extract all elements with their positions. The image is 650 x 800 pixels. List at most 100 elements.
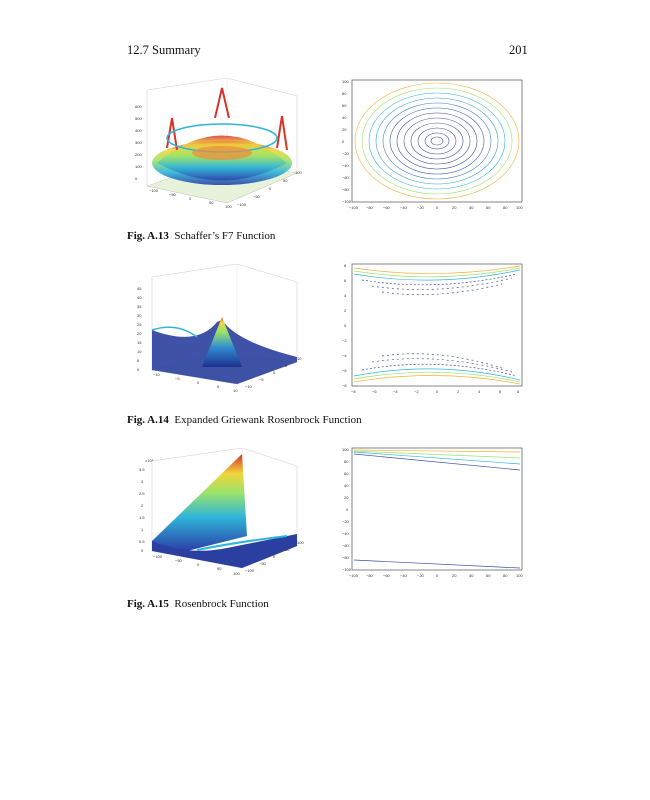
running-header-section: 12.7 Summary	[127, 43, 201, 57]
svg-text:−80: −80	[342, 187, 350, 192]
svg-text:15: 15	[137, 340, 142, 345]
svg-text:−40: −40	[342, 531, 350, 536]
svg-text:−100: −100	[349, 573, 359, 578]
svg-text:80: 80	[342, 91, 347, 96]
svg-text:−100: −100	[342, 199, 352, 204]
svg-text:0: 0	[344, 323, 347, 328]
figure-a15-caption: Fig. A.15 Rosenbrock Function	[127, 598, 269, 610]
svg-text:−100: −100	[245, 568, 255, 573]
figure-a13: 600 500 400 300 200 100 0 −100 −50 0 50 …	[127, 78, 523, 213]
svg-text:−100: −100	[149, 188, 159, 193]
svg-text:−50: −50	[175, 558, 183, 563]
svg-text:3: 3	[141, 479, 144, 484]
svg-text:50: 50	[285, 547, 290, 552]
contour-x-ticks: −8 −6 −4 −2 0 2 4 6 8	[351, 389, 520, 394]
svg-text:50: 50	[209, 200, 214, 205]
schaffer-contour-plot: 100 80 60 40 20 0 −20 −40 −60 −80 −100 −…	[342, 78, 527, 213]
surface-exponent-label: ×10⁹	[145, 458, 154, 463]
svg-text:0: 0	[141, 548, 144, 553]
svg-text:35: 35	[137, 304, 142, 309]
svg-text:2: 2	[457, 389, 460, 394]
svg-text:500: 500	[135, 116, 142, 121]
svg-text:5: 5	[217, 384, 220, 389]
svg-text:0: 0	[436, 389, 439, 394]
figure-a14-caption: Fig. A.14 Expanded Griewank Rosenbrock F…	[127, 414, 362, 426]
figure-a14: 45 40 35 30 25 20 15 10 5 0 −10 −5 0 5 1…	[127, 262, 523, 397]
svg-text:40: 40	[469, 205, 474, 210]
svg-text:2.5: 2.5	[139, 491, 145, 496]
svg-text:−20: −20	[342, 519, 350, 524]
contour-y-ticks: 8 6 4 2 0 −2 −4 −6 −8	[342, 263, 347, 388]
svg-text:−20: −20	[417, 205, 425, 210]
svg-text:10: 10	[297, 356, 302, 361]
svg-text:−60: −60	[342, 175, 350, 180]
svg-text:−80: −80	[342, 555, 350, 560]
svg-text:60: 60	[486, 205, 491, 210]
surface-x-ticks: −10 −5 0 5 10	[153, 372, 238, 393]
svg-text:6: 6	[344, 278, 347, 283]
svg-text:6: 6	[499, 389, 502, 394]
svg-text:0: 0	[273, 370, 276, 375]
page-number: 201	[509, 43, 528, 57]
svg-text:40: 40	[469, 573, 474, 578]
svg-text:8: 8	[344, 263, 347, 268]
svg-text:20: 20	[344, 495, 349, 500]
svg-text:200: 200	[135, 152, 142, 157]
svg-text:20: 20	[342, 127, 347, 132]
svg-text:0: 0	[346, 507, 349, 512]
svg-text:2: 2	[344, 308, 347, 313]
svg-text:80: 80	[503, 205, 508, 210]
svg-text:100: 100	[342, 79, 349, 84]
griewank-rosenbrock-contour-plot: 8 6 4 2 0 −2 −4 −6 −8 −8 −6 −4 −2 0 2 4 …	[342, 262, 527, 397]
svg-text:2: 2	[141, 503, 144, 508]
svg-text:0: 0	[342, 139, 345, 144]
svg-text:100: 100	[516, 205, 523, 210]
svg-text:600: 600	[135, 104, 142, 109]
svg-text:−8: −8	[342, 383, 347, 388]
svg-text:1: 1	[141, 527, 144, 532]
svg-text:−40: −40	[342, 163, 350, 168]
svg-text:20: 20	[452, 573, 457, 578]
svg-text:5: 5	[285, 363, 288, 368]
svg-text:−60: −60	[383, 205, 391, 210]
svg-text:1.5: 1.5	[139, 515, 145, 520]
surface-z-ticks: 45 40 35 30 25 20 15 10 5 0	[137, 286, 142, 372]
svg-text:−8: −8	[351, 389, 356, 394]
svg-text:4: 4	[478, 389, 481, 394]
svg-text:40: 40	[137, 295, 142, 300]
figure-a15: ×10⁹ 3.5 3 2.5 2 1.5 1 0.5 0 −100 −50 0 …	[127, 446, 523, 581]
svg-text:20: 20	[137, 331, 142, 336]
rosenbrock-surface-plot: ×10⁹ 3.5 3 2.5 2 1.5 1 0.5 0 −100 −50 0 …	[127, 446, 312, 581]
svg-text:−20: −20	[417, 573, 425, 578]
svg-text:−2: −2	[414, 389, 419, 394]
figure-a15-label: Fig. A.15	[127, 598, 169, 610]
svg-text:−100: −100	[153, 554, 163, 559]
svg-text:3.5: 3.5	[139, 467, 145, 472]
svg-text:−20: −20	[342, 151, 350, 156]
svg-text:−40: −40	[400, 205, 408, 210]
svg-text:40: 40	[344, 483, 349, 488]
schaffer-surface-plot: 600 500 400 300 200 100 0 −100 −50 0 50 …	[127, 78, 312, 213]
svg-text:100: 100	[135, 164, 142, 169]
surface-z-ticks: 3.5 3 2.5 2 1.5 1 0.5 0	[139, 467, 145, 553]
svg-text:100: 100	[233, 571, 240, 576]
figure-a15-title: Rosenbrock Function	[174, 598, 269, 610]
svg-text:0: 0	[197, 380, 200, 385]
svg-text:0: 0	[269, 186, 272, 191]
svg-text:8: 8	[517, 389, 520, 394]
svg-text:60: 60	[344, 471, 349, 476]
svg-text:0: 0	[436, 573, 439, 578]
svg-text:100: 100	[295, 170, 302, 175]
svg-text:10: 10	[233, 388, 238, 393]
svg-text:−4: −4	[393, 389, 398, 394]
svg-text:−80: −80	[366, 205, 374, 210]
svg-text:−100: −100	[349, 205, 359, 210]
figure-a14-label: Fig. A.14	[127, 414, 169, 426]
figure-a13-caption: Fig. A.13 Schaffer’s F7 Function	[127, 230, 275, 242]
contour-y-ticks: 100 80 60 40 20 0 −20 −40 −60 −80 −100	[342, 79, 352, 204]
svg-text:30: 30	[137, 313, 142, 318]
svg-text:−40: −40	[400, 573, 408, 578]
surface-y-ticks: −100 −50 0 50 100	[245, 540, 304, 573]
rosenbrock-contour-plot: 100 80 60 40 20 0 −20 −40 −60 −80 −100 −…	[342, 446, 527, 581]
svg-text:100: 100	[342, 447, 349, 452]
